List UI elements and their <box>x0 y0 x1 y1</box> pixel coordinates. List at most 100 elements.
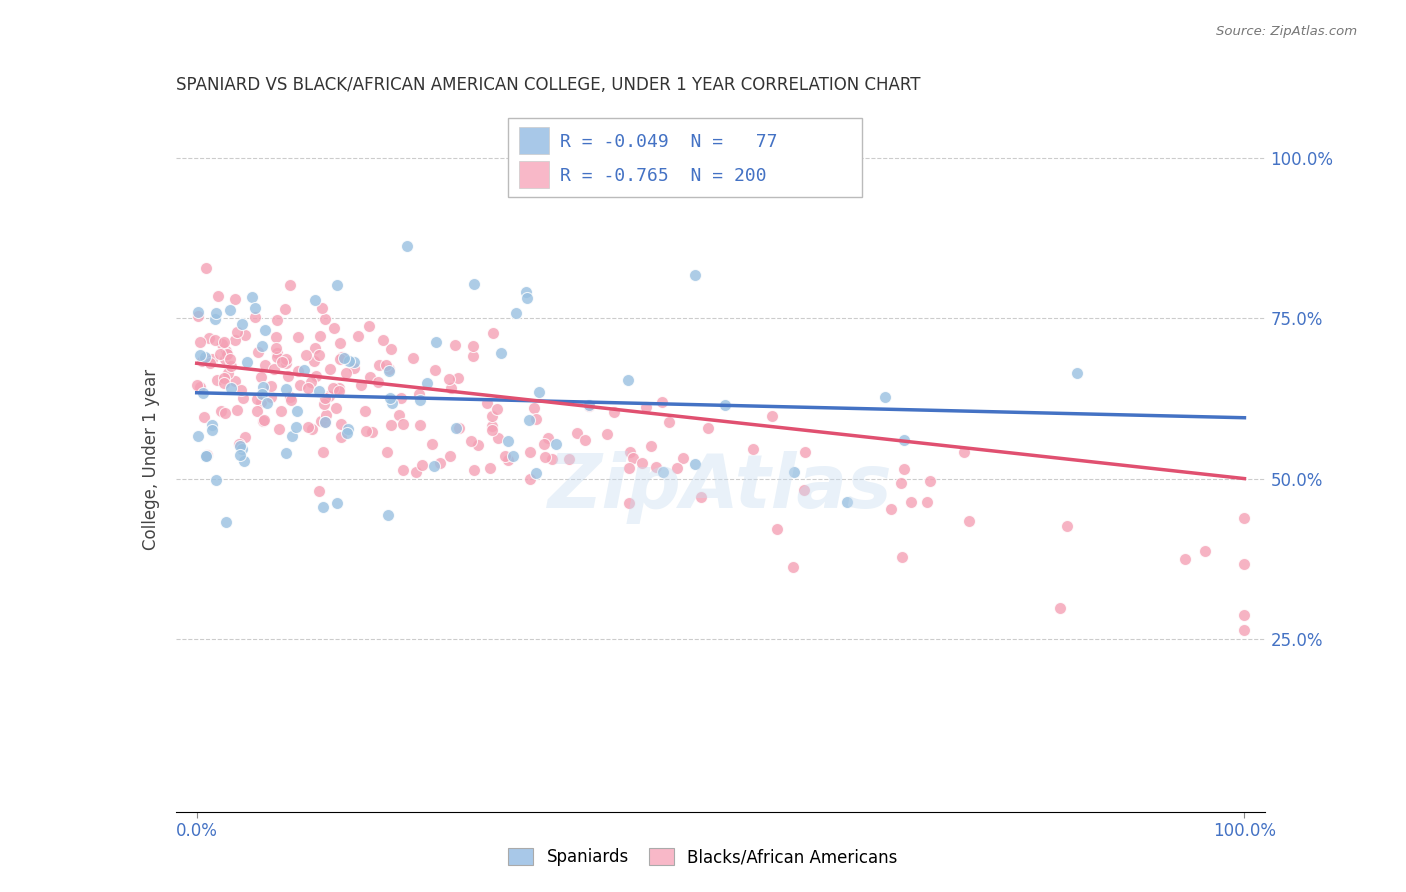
Point <box>297 380 319 394</box>
Point <box>636 401 658 415</box>
Point <box>217 366 239 380</box>
Text: R = -0.049  N =   77: R = -0.049 N = 77 <box>561 133 778 151</box>
Point <box>212 376 235 391</box>
Point <box>224 292 246 306</box>
Point <box>350 377 373 392</box>
Point <box>328 384 350 398</box>
Point <box>890 475 912 490</box>
Point <box>467 438 489 452</box>
Point <box>396 238 419 252</box>
Point <box>301 422 323 436</box>
Point <box>212 371 235 385</box>
Point <box>578 398 600 412</box>
Point <box>328 335 350 350</box>
Point <box>224 334 246 348</box>
Point <box>478 460 501 475</box>
Point <box>187 428 209 442</box>
Point <box>391 462 413 476</box>
Point <box>314 311 336 326</box>
Point <box>233 454 256 468</box>
Point <box>463 463 485 477</box>
Point <box>188 335 211 350</box>
Point <box>893 462 915 476</box>
Point <box>741 442 763 456</box>
Point <box>444 338 467 352</box>
Point <box>215 347 238 361</box>
Point <box>481 409 503 423</box>
Point <box>250 339 273 353</box>
Point <box>596 426 619 441</box>
Point <box>880 501 903 516</box>
Point <box>274 445 297 459</box>
Point <box>1233 557 1256 571</box>
Point <box>260 378 283 392</box>
Point <box>651 395 673 409</box>
Point <box>318 389 340 403</box>
Point <box>325 401 347 415</box>
Point <box>201 418 224 433</box>
Point <box>304 293 326 307</box>
Point <box>408 387 430 401</box>
Point <box>187 305 209 319</box>
Point <box>494 450 516 464</box>
Point <box>274 382 297 396</box>
Point <box>526 466 548 480</box>
Point <box>278 390 301 404</box>
Point <box>533 450 555 465</box>
Point <box>420 437 443 451</box>
Point <box>276 352 298 367</box>
Point <box>533 436 555 450</box>
Point <box>218 302 240 317</box>
Point <box>782 560 804 574</box>
Point <box>266 351 288 365</box>
Point <box>517 413 540 427</box>
Point <box>326 496 349 510</box>
Point <box>247 345 270 359</box>
Point <box>294 348 316 362</box>
Point <box>219 359 242 373</box>
Point <box>377 508 399 523</box>
Point <box>330 350 353 364</box>
Point <box>323 321 346 335</box>
Point <box>658 415 681 429</box>
Point <box>267 422 290 436</box>
Point <box>482 326 505 341</box>
Point <box>188 348 211 362</box>
Point <box>271 355 294 369</box>
Point <box>335 366 357 380</box>
Point <box>496 452 519 467</box>
Point <box>380 342 402 356</box>
Point <box>463 277 485 291</box>
Point <box>378 363 401 377</box>
Point <box>266 346 288 360</box>
Point <box>246 404 269 418</box>
Point <box>256 396 278 410</box>
Point <box>437 372 460 386</box>
Point <box>651 465 673 479</box>
Point <box>918 475 941 489</box>
Point <box>198 356 221 370</box>
Point <box>314 415 336 429</box>
Point <box>266 312 288 326</box>
Point <box>211 337 233 351</box>
Point <box>783 465 806 479</box>
Point <box>477 395 499 409</box>
Point <box>957 515 980 529</box>
Point <box>252 414 274 428</box>
Text: SPANIARD VS BLACK/AFRICAN AMERICAN COLLEGE, UNDER 1 YEAR CORRELATION CHART: SPANIARD VS BLACK/AFRICAN AMERICAN COLLE… <box>176 77 921 95</box>
Point <box>574 433 596 447</box>
Point <box>381 396 404 410</box>
Point <box>193 410 215 425</box>
Point <box>330 430 353 444</box>
Point <box>329 352 352 367</box>
Point <box>195 352 218 367</box>
Point <box>219 351 242 366</box>
Point <box>915 495 938 509</box>
Point <box>188 380 211 394</box>
Point <box>209 404 232 418</box>
Point <box>519 444 541 458</box>
Point <box>665 461 688 475</box>
Point <box>270 404 292 418</box>
Point <box>209 347 232 361</box>
Point <box>380 418 402 433</box>
